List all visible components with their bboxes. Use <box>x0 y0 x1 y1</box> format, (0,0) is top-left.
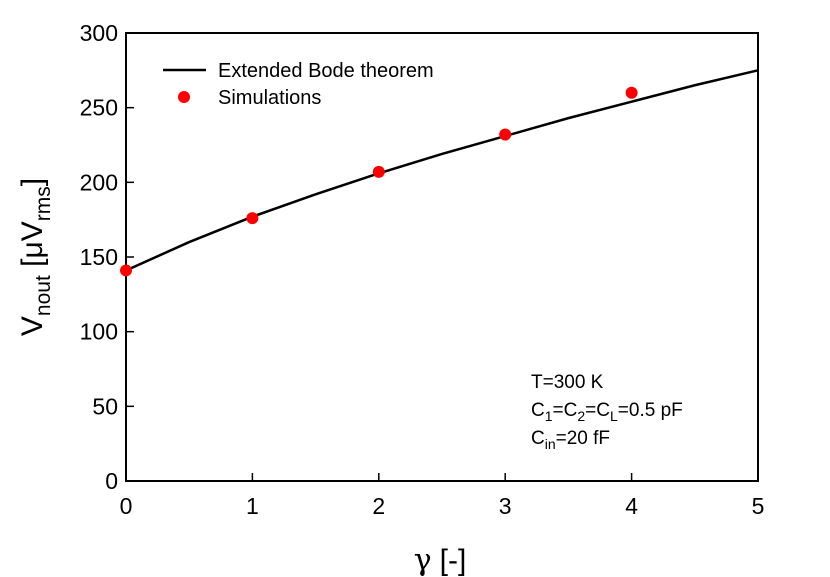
y-axis-title: Vnout [μVrms] <box>16 178 55 336</box>
x-axis-title: γ [-] <box>414 543 467 577</box>
y-tick-label: 150 <box>80 244 118 270</box>
data-point <box>499 128 512 141</box>
annotation-text: C <box>531 428 545 449</box>
annotation-text: T=300 K <box>531 372 604 393</box>
data-point <box>120 264 132 277</box>
y-tick-label: 0 <box>105 468 118 494</box>
annotation-text: =C <box>585 400 610 421</box>
y-tick-label: 200 <box>80 169 118 195</box>
data-point <box>246 212 259 225</box>
x-tick-label: 4 <box>625 493 638 519</box>
x-tick-label: 1 <box>246 493 259 519</box>
legend-marker-swatch <box>178 91 190 103</box>
x-tick-label: 3 <box>499 493 512 519</box>
x-tick-label: 5 <box>752 493 765 519</box>
y-tick-label: 100 <box>80 319 118 345</box>
y-axis-end: ] <box>16 178 49 186</box>
annotation-text: C <box>531 400 545 421</box>
series <box>120 69 759 277</box>
annotation-subscript: 2 <box>577 408 585 424</box>
annotation-subscript: 1 <box>545 408 553 424</box>
annotation-line: T=300 K <box>531 372 604 393</box>
x-axis-symbol: γ <box>414 543 432 577</box>
annotation-text: =20 fF <box>556 428 610 449</box>
y-axis-sub2: rms <box>32 186 55 221</box>
y-axis-mid: [μV <box>16 221 49 275</box>
x-tick-label: 2 <box>372 493 385 519</box>
annotation-subscript: in <box>545 436 556 452</box>
data-point <box>625 86 638 99</box>
y-tick-label: 250 <box>80 95 118 121</box>
legend: Extended Bode theorem Simulations <box>163 60 434 109</box>
data-point <box>372 165 385 178</box>
annotation-text: =C <box>553 400 578 421</box>
y-axis-main: V <box>16 316 49 336</box>
legend-label: Extended Bode theorem <box>218 60 434 82</box>
x-axis-unit: [-] <box>440 544 467 577</box>
annotation-text: =0.5 pF <box>618 400 683 421</box>
x-tick-label: 0 <box>120 493 133 519</box>
y-tick-label: 50 <box>92 393 118 419</box>
series-line <box>125 69 759 272</box>
legend-label: Simulations <box>218 87 321 109</box>
y-axis-sub1: nout <box>32 275 55 316</box>
y-tick-label: 300 <box>80 20 118 46</box>
annotation-subscript: L <box>610 408 618 424</box>
annotation-line: C1=C2=CL=0.5 pF <box>531 400 683 424</box>
annotation-line: Cin=20 fF <box>531 428 610 452</box>
